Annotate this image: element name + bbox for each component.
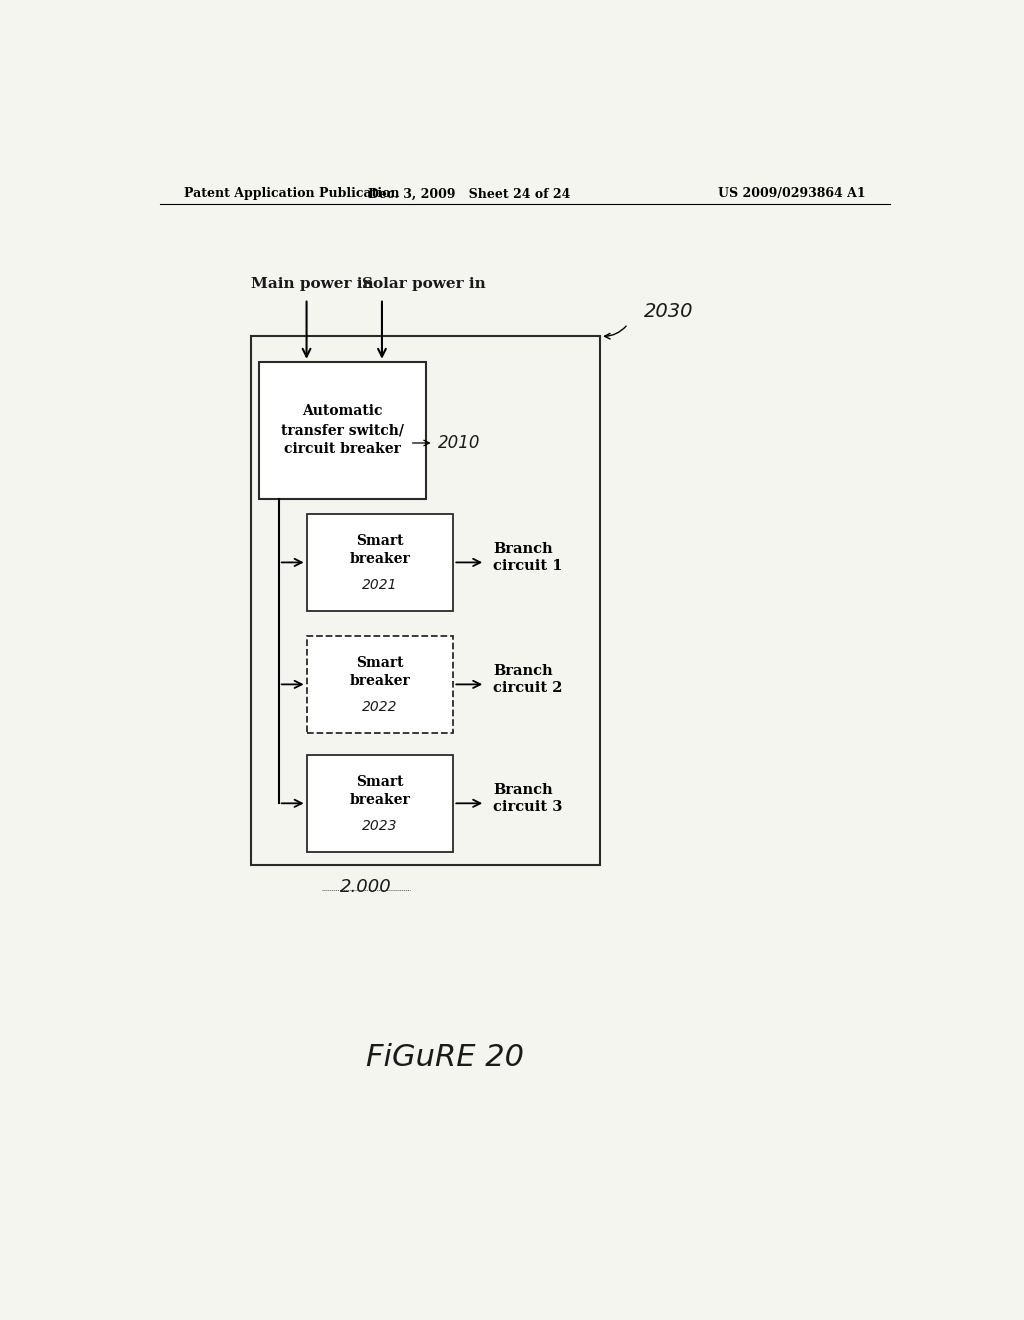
Text: Main power in: Main power in xyxy=(251,276,374,290)
Text: Branch
circuit 3: Branch circuit 3 xyxy=(494,783,562,814)
Text: Dec. 3, 2009   Sheet 24 of 24: Dec. 3, 2009 Sheet 24 of 24 xyxy=(368,187,570,201)
Text: 2030: 2030 xyxy=(644,302,693,321)
Text: 2010: 2010 xyxy=(437,434,480,451)
Text: 2.000: 2.000 xyxy=(340,878,392,896)
Bar xyxy=(251,337,600,865)
Text: 2023: 2023 xyxy=(362,818,397,833)
Bar xyxy=(259,362,426,499)
Text: FiGuRE 20: FiGuRE 20 xyxy=(367,1043,524,1072)
Text: 2021: 2021 xyxy=(362,578,397,591)
Text: Patent Application Publication: Patent Application Publication xyxy=(183,187,399,201)
Text: Smart
breaker: Smart breaker xyxy=(349,775,411,807)
Text: 2022: 2022 xyxy=(362,700,397,714)
Bar xyxy=(306,636,454,733)
Bar xyxy=(306,755,454,851)
Text: Smart
breaker: Smart breaker xyxy=(349,535,411,566)
Text: Solar power in: Solar power in xyxy=(362,276,485,290)
Text: Automatic
transfer switch/
circuit breaker: Automatic transfer switch/ circuit break… xyxy=(281,404,403,457)
Text: US 2009/0293864 A1: US 2009/0293864 A1 xyxy=(719,187,866,201)
Text: Smart
breaker: Smart breaker xyxy=(349,656,411,688)
Text: Branch
circuit 2: Branch circuit 2 xyxy=(494,664,562,694)
Bar xyxy=(306,515,454,611)
Text: Branch
circuit 1: Branch circuit 1 xyxy=(494,541,562,573)
